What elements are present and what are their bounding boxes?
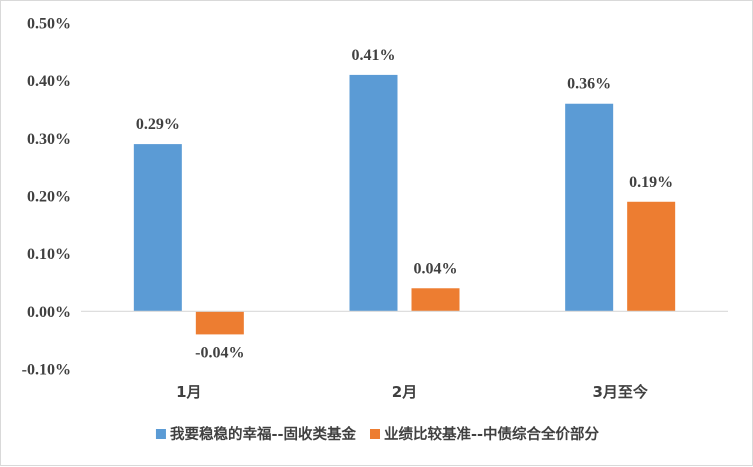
bar-fund — [565, 103, 614, 312]
data-label: 0.04% — [414, 260, 458, 277]
y-tick-label: -0.10% — [22, 362, 71, 379]
legend: 我要稳稳的幸福--固收类基金 业绩比较基准--中债综合全价部分 — [155, 425, 600, 443]
legend-label: 业绩比较基准--中债综合全价部分 — [384, 425, 600, 443]
legend-item: 业绩比较基准--中债综合全价部分 — [370, 425, 600, 443]
y-tick-label: 0.50% — [27, 16, 71, 33]
bar-fund — [133, 144, 182, 312]
bar-benchmark — [195, 311, 244, 335]
y-tick-label: 0.00% — [27, 304, 71, 321]
category-label: 1月 — [176, 383, 201, 401]
bars — [133, 74, 676, 335]
data-label: 0.29% — [136, 116, 180, 133]
legend-item: 我要稳稳的幸福--固收类基金 — [155, 425, 357, 443]
bar-benchmark — [627, 201, 676, 312]
legend-label: 我要稳稳的幸福--固收类基金 — [170, 425, 357, 443]
category-label: 2月 — [392, 383, 417, 401]
legend-swatch — [155, 429, 166, 439]
y-tick-label: 0.10% — [27, 246, 71, 263]
category-label: 3月至今 — [592, 383, 647, 401]
x-axis-categories: 1月 2月 3月至今 — [176, 383, 648, 401]
y-tick-label: 0.30% — [27, 131, 71, 148]
y-axis-ticks: -0.10% 0.00% 0.10% 0.20% 0.30% 0.40% 0.50% — [22, 16, 71, 379]
data-labels: 0.29% -0.04% 0.41% 0.04% 0.36% 0.19% — [136, 47, 673, 361]
data-label: 0.19% — [629, 174, 673, 191]
y-tick-label: 0.40% — [27, 73, 71, 90]
y-tick-label: 0.20% — [27, 189, 71, 206]
legend-swatch — [370, 429, 380, 439]
data-label: 0.41% — [352, 47, 396, 64]
data-label: 0.36% — [567, 76, 611, 93]
data-label: -0.04% — [195, 344, 244, 361]
bar-fund — [349, 74, 398, 312]
bar-benchmark — [411, 288, 460, 312]
